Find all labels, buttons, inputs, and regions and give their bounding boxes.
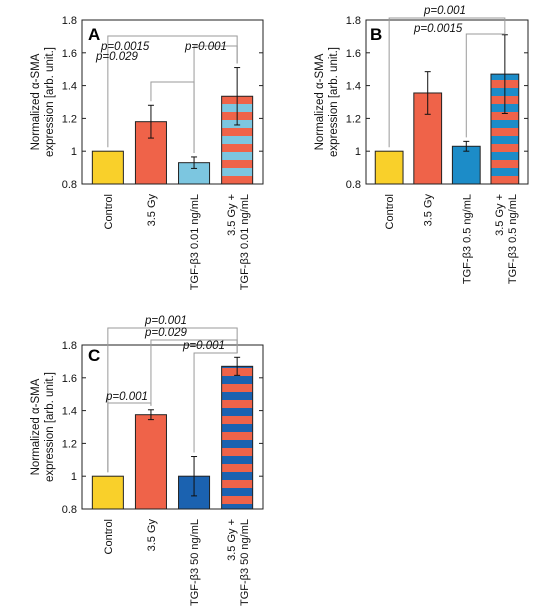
bar-1 xyxy=(374,150,404,185)
y-tick-label: 1 xyxy=(71,471,77,483)
y-tick-label: 1.8 xyxy=(346,15,361,27)
p-value-label: p=0.0015 xyxy=(413,23,463,35)
panel-letter: A xyxy=(88,25,100,44)
y-tick-label: 1.6 xyxy=(62,373,77,385)
y-tick-label: 1.4 xyxy=(62,406,77,418)
bar-3 xyxy=(451,145,481,185)
x-tick-label: 3.5 Gy +TGF-β3 0.01 ng/mL xyxy=(226,194,251,290)
panel-B: 0.8 1 1.2 1.4 1.6 1.8 Normalized α-SMA expressi… xyxy=(314,5,529,284)
bar-2 xyxy=(413,92,443,185)
y-tick-label: 1.4 xyxy=(346,81,361,93)
p-value-label: p=0.001 xyxy=(184,41,227,53)
x-tick-label: 3.5 Gy +TGF-β3 0.5 ng/mL xyxy=(494,194,519,284)
panel-letter: B xyxy=(370,25,382,44)
plot-frame xyxy=(81,344,264,510)
x-tick-label: TGF-β3 0.01 ng/mL xyxy=(189,194,201,290)
p-value-label: p=0.0015 xyxy=(100,41,150,53)
bar-1 xyxy=(91,150,124,185)
x-tick-label: 3.5 Gy xyxy=(146,194,158,227)
y-tick-label: 1.2 xyxy=(62,113,77,125)
y-axis-label: Normalized α-SMA expression [arb. unit.] xyxy=(30,372,56,482)
bar-1 xyxy=(91,475,124,510)
y-axis-label: Normalized α-SMA expression [arb. unit.] xyxy=(314,47,340,157)
y-tick-label: 1.4 xyxy=(62,81,77,93)
significance-bracket xyxy=(107,402,152,473)
significance-bracket xyxy=(150,339,238,406)
y-tick-label: 1.6 xyxy=(346,48,361,60)
y-tick-label: 1.8 xyxy=(62,340,77,352)
y-tick-label: 1 xyxy=(71,146,77,158)
plot-frame xyxy=(81,19,264,185)
x-tick-label: TGF-β3 0.5 ng/mL xyxy=(461,194,473,284)
y-tick-label: 1.6 xyxy=(62,48,77,60)
x-tick-label: Control xyxy=(103,519,115,554)
significance-bracket xyxy=(193,352,238,453)
panel-A: 0.8 1 1.2 1.4 1.6 1.8 Normalized α-SMA expressi… xyxy=(30,15,264,290)
y-tick-label: 0.8 xyxy=(62,504,77,516)
p-value-label: p=0.001 xyxy=(423,5,466,17)
panel-C: 0.8 1 1.2 1.4 1.6 1.8 Normalized α-SMA expressi… xyxy=(30,315,264,606)
y-axis-label: Normalized α-SMA expression [arb. unit.] xyxy=(30,47,56,157)
panel-letter: C xyxy=(88,346,100,365)
significance-bracket xyxy=(150,81,195,153)
y-tick-label: 0.8 xyxy=(62,179,77,191)
y-tick-label: 0.8 xyxy=(346,179,361,191)
p-value-label: p=0.001 xyxy=(144,315,187,327)
p-value-label: p=0.029 xyxy=(144,327,187,339)
p-value-label: p=0.029 xyxy=(95,51,138,63)
x-tick-label: 3.5 Gy xyxy=(423,194,435,227)
bar-4 xyxy=(221,365,254,510)
x-tick-label: 3.5 Gy xyxy=(146,519,158,552)
y-tick-label: 1 xyxy=(355,146,361,158)
bar-2 xyxy=(134,414,167,510)
significance-bracket xyxy=(465,30,506,138)
p-value-label: p=0.001 xyxy=(182,340,225,352)
x-tick-label: Control xyxy=(103,194,115,229)
y-tick-label: 1.2 xyxy=(346,113,361,125)
y-tick-label: 1.8 xyxy=(62,15,77,27)
p-value-label: p=0.001 xyxy=(105,391,148,403)
plot-frame xyxy=(365,19,529,185)
x-tick-label: Control xyxy=(384,194,396,229)
x-tick-label: 3.5 Gy +TGF-β3 50 ng/mL xyxy=(226,519,251,606)
x-tick-label: TGF-β3 50 ng/mL xyxy=(189,519,201,606)
y-tick-label: 1.2 xyxy=(62,438,77,450)
significance-bracket xyxy=(388,17,506,148)
